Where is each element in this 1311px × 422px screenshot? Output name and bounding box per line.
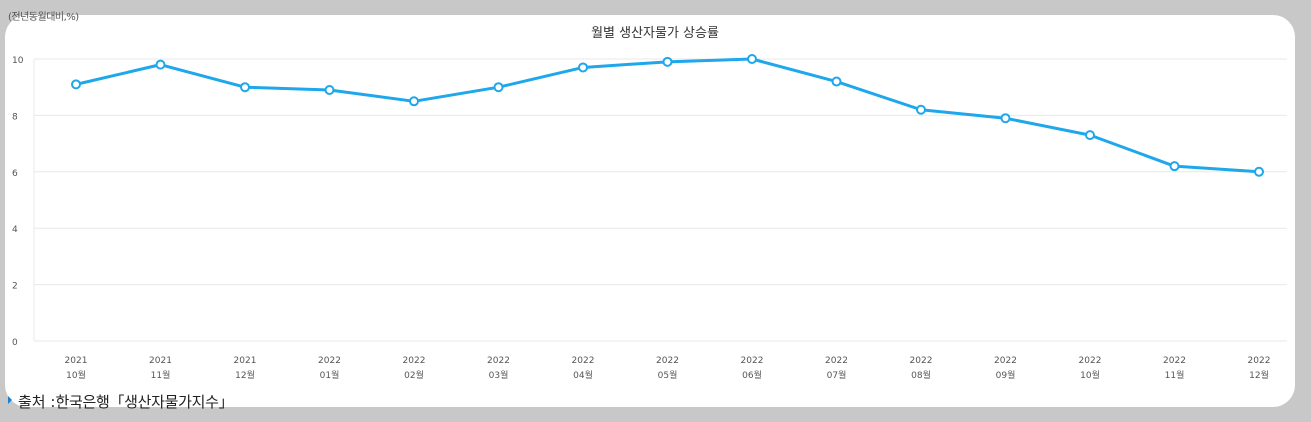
y-tick-label: 4 xyxy=(12,225,18,235)
x-tick-year: 2022 xyxy=(487,356,510,366)
x-tick-year: 2022 xyxy=(403,356,426,366)
data-point xyxy=(1000,113,1011,124)
x-tick-month: 07월 xyxy=(827,369,847,381)
x-axis-ticks: 2021 10월 2021 11월 2021 12월 2022 01월 2022 02월 2022 0… xyxy=(65,356,1271,381)
source-text: 한국은행「생산자물가지수」 xyxy=(55,393,234,411)
data-point xyxy=(578,62,588,73)
x-tick-year: 2022 xyxy=(825,356,848,366)
triangle-bullet-icon xyxy=(8,395,12,404)
source-prefix: 출처 : xyxy=(18,393,56,411)
y-tick-label: 10 xyxy=(12,56,24,66)
x-tick-month: 01월 xyxy=(320,369,340,381)
x-tick-month: 05월 xyxy=(658,369,678,381)
data-point xyxy=(1254,166,1264,177)
chart-title: 월별 생산자물가 상승률 xyxy=(591,26,719,41)
x-tick-month: 12월 xyxy=(235,369,255,381)
data-point xyxy=(324,85,335,96)
data-point xyxy=(409,96,419,107)
x-tick-month: 09월 xyxy=(996,369,1016,381)
x-tick-month: 02월 xyxy=(404,369,424,381)
y-axis-ticks: 0 2 4 6 8 10 xyxy=(12,56,24,348)
data-point xyxy=(916,104,926,115)
y-tick-label: 0 xyxy=(12,338,18,348)
x-tick-month: 10월 xyxy=(1080,369,1100,381)
data-point xyxy=(831,76,842,87)
x-tick-year: 2022 xyxy=(1163,356,1186,366)
data-point xyxy=(1169,161,1180,172)
x-tick-year: 2022 xyxy=(572,356,595,366)
x-tick-year: 2022 xyxy=(741,356,764,366)
y-tick-label: 8 xyxy=(12,112,18,122)
x-tick-year: 2022 xyxy=(656,356,679,366)
y-tick-label: 2 xyxy=(12,282,18,292)
x-tick-month: 11월 xyxy=(151,369,171,381)
data-point xyxy=(493,82,504,93)
x-tick-year: 2022 xyxy=(910,356,933,366)
x-tick-month: 12월 xyxy=(1249,369,1269,381)
x-tick-month: 08월 xyxy=(911,369,931,381)
x-tick-month: 11월 xyxy=(1165,369,1185,381)
data-point xyxy=(240,82,250,93)
x-tick-year: 2021 xyxy=(65,356,88,366)
source-note: 출처 : 한국은행「생산자물가지수」 xyxy=(8,391,234,412)
series-points xyxy=(71,54,1264,177)
x-tick-month: 10월 xyxy=(66,369,86,381)
x-tick-year: 2022 xyxy=(318,356,341,366)
data-point xyxy=(71,79,81,90)
data-point xyxy=(155,59,166,70)
x-tick-year: 2022 xyxy=(1248,356,1271,366)
x-tick-month: 04월 xyxy=(573,369,593,381)
x-tick-year: 2021 xyxy=(149,356,172,366)
grid-lines xyxy=(33,58,1287,342)
x-tick-month: 03월 xyxy=(489,369,509,381)
x-tick-year: 2022 xyxy=(994,356,1017,366)
data-point xyxy=(747,54,757,64)
y-tick-label: 6 xyxy=(12,169,18,179)
x-tick-month: 06월 xyxy=(742,369,762,381)
x-tick-year: 2021 xyxy=(234,356,257,366)
data-point xyxy=(1085,130,1095,141)
data-point xyxy=(662,56,673,67)
y-axis-unit-label: (전년동월대비,%) xyxy=(8,12,79,23)
x-tick-year: 2022 xyxy=(1079,356,1102,366)
